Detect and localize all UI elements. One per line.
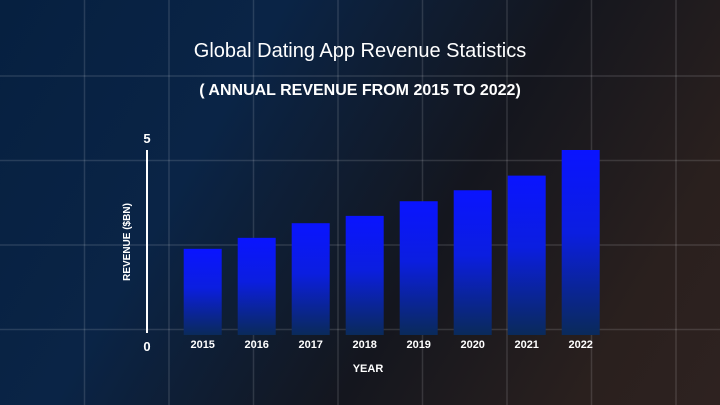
x-tick-label: 2018 [352,339,376,351]
bar-2020 [453,190,492,335]
bar-2015 [183,248,222,335]
bar-2017 [291,223,330,335]
x-tick-label: 2017 [298,339,322,351]
x-tick-label: 2019 [406,339,430,351]
y-tick-label-min: 0 [143,339,150,354]
bar-2021 [507,175,546,335]
x-tick-label: 2021 [514,339,538,351]
bar-2016 [237,237,276,335]
chart-subtitle: ( ANNUAL REVENUE FROM 2015 TO 2022) [199,82,521,99]
bar-2019 [399,201,438,335]
y-tick-label-max: 5 [143,131,150,146]
y-axis-label: REVENUE ($BN) [122,203,133,281]
x-tick-label: 2020 [460,339,484,351]
x-tick-label: 2016 [244,339,268,351]
x-tick-label: 2022 [568,339,592,351]
x-axis-label: YEAR [353,363,384,375]
chart-title: Global Dating App Revenue Statistics [194,40,526,62]
bar-2022 [561,150,600,335]
bar-2018 [345,215,384,335]
x-tick-label: 2015 [190,339,214,351]
